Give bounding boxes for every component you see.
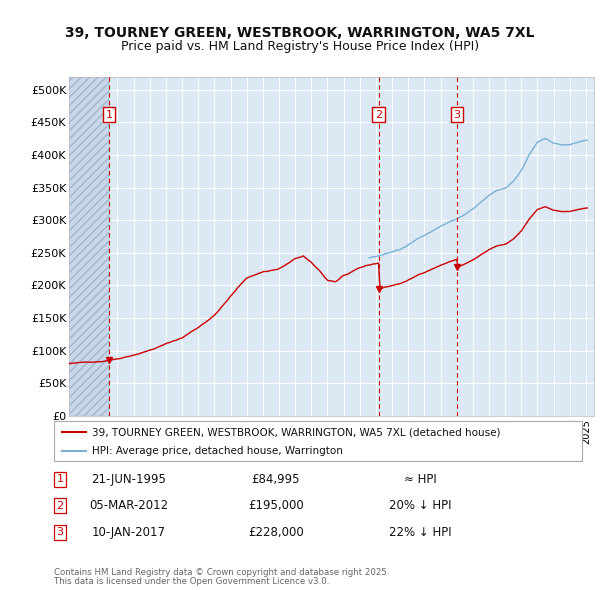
Text: 3: 3 [56, 527, 64, 537]
Text: This data is licensed under the Open Government Licence v3.0.: This data is licensed under the Open Gov… [54, 577, 329, 586]
Text: £228,000: £228,000 [248, 526, 304, 539]
Text: 05-MAR-2012: 05-MAR-2012 [89, 499, 169, 512]
Text: 39, TOURNEY GREEN, WESTBROOK, WARRINGTON, WA5 7XL (detached house): 39, TOURNEY GREEN, WESTBROOK, WARRINGTON… [92, 427, 500, 437]
Text: 10-JAN-2017: 10-JAN-2017 [92, 526, 166, 539]
Text: 1: 1 [106, 110, 112, 120]
Text: 1: 1 [56, 474, 64, 484]
Text: 39, TOURNEY GREEN, WESTBROOK, WARRINGTON, WA5 7XL: 39, TOURNEY GREEN, WESTBROOK, WARRINGTON… [65, 26, 535, 40]
Text: 20% ↓ HPI: 20% ↓ HPI [389, 499, 451, 512]
Text: Contains HM Land Registry data © Crown copyright and database right 2025.: Contains HM Land Registry data © Crown c… [54, 568, 389, 577]
Text: 22% ↓ HPI: 22% ↓ HPI [389, 526, 451, 539]
Text: £195,000: £195,000 [248, 499, 304, 512]
Text: 2: 2 [56, 501, 64, 510]
Text: 21-JUN-1995: 21-JUN-1995 [92, 473, 166, 486]
Text: HPI: Average price, detached house, Warrington: HPI: Average price, detached house, Warr… [92, 445, 343, 455]
Text: ≈ HPI: ≈ HPI [404, 473, 436, 486]
Text: £84,995: £84,995 [252, 473, 300, 486]
Text: 3: 3 [454, 110, 461, 120]
Bar [69, 77, 109, 416]
Text: Price paid vs. HM Land Registry's House Price Index (HPI): Price paid vs. HM Land Registry's House … [121, 40, 479, 53]
Text: 2: 2 [375, 110, 382, 120]
